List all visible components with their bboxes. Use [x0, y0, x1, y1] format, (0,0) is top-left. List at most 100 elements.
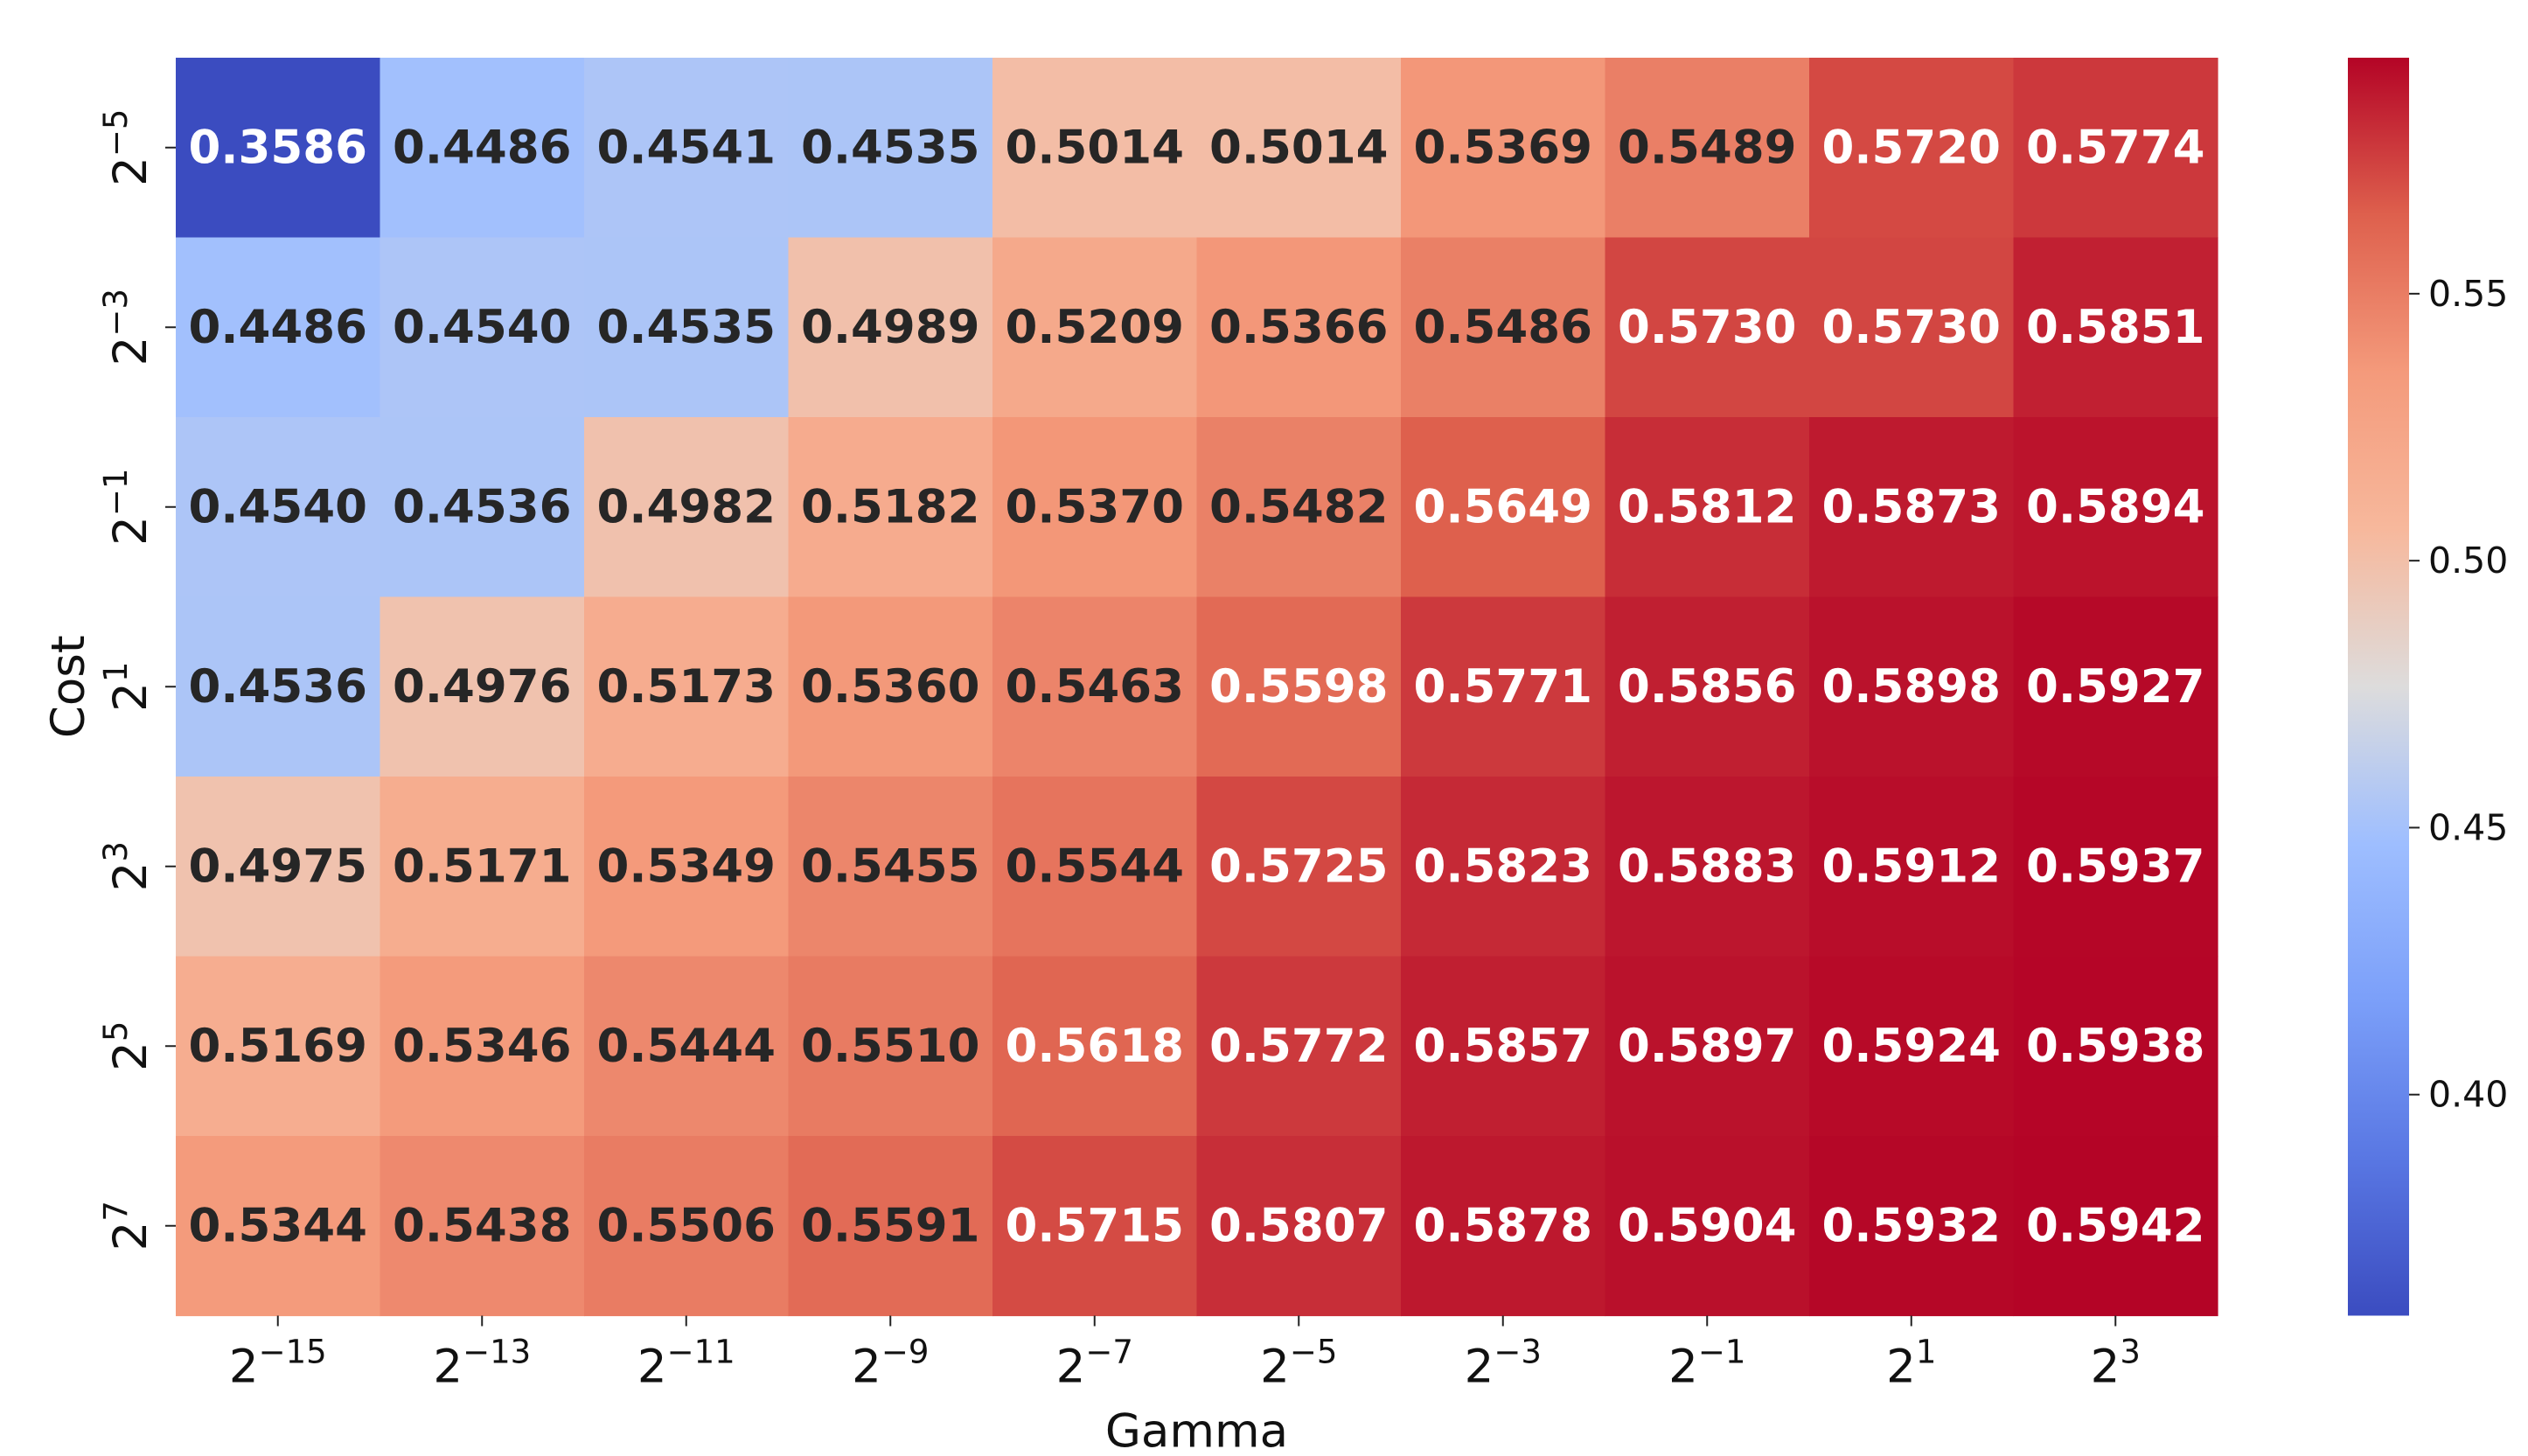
colorbar-tick-label: 0.50 — [2428, 540, 2508, 582]
heatmap-cell — [1605, 417, 1810, 598]
x-tick-label: 2−3 — [1465, 1334, 1542, 1394]
cell-value-label: 0.4535 — [596, 301, 776, 354]
heatmap-cell — [584, 417, 790, 598]
heatmap-cell — [1809, 956, 2015, 1137]
cell-value-label: 0.5927 — [2026, 660, 2205, 714]
heatmap-cell — [176, 596, 381, 777]
heatmap-cell — [788, 956, 993, 1137]
cell-value-label: 0.3586 — [188, 121, 367, 174]
heatmap-cell — [1196, 237, 1402, 418]
cell-value-label: 0.5912 — [1821, 839, 2001, 893]
heatmap-cell — [1401, 1136, 1606, 1317]
colorbar-tick-label: 0.45 — [2428, 806, 2508, 848]
cell-value-label: 0.5014 — [1209, 121, 1389, 174]
heatmap-cell — [584, 1136, 790, 1317]
cell-value-label: 0.4486 — [188, 301, 367, 354]
x-axis-ticks: 2−15 2−13 2−11 2−9 2−7 2−5 2−3 2−1 21 23 — [229, 1315, 2141, 1394]
heatmap-cell — [584, 596, 790, 777]
cell-value-label: 0.5771 — [1413, 660, 1592, 714]
cell-value-label: 0.5344 — [188, 1199, 367, 1252]
cell-value-label: 0.5904 — [1618, 1199, 1797, 1252]
cell-value-label: 0.4540 — [188, 480, 367, 533]
cell-value-label: 0.5649 — [1413, 480, 1592, 533]
cell-value-label: 0.5807 — [1209, 1199, 1389, 1252]
cell-value-label: 0.5598 — [1209, 660, 1389, 714]
cell-value-label: 0.4536 — [188, 660, 367, 714]
x-tick-label: 2−11 — [637, 1334, 735, 1394]
heatmap-cell — [992, 58, 1198, 239]
x-tick-label: 23 — [2091, 1334, 2141, 1394]
heatmap-cell — [2013, 237, 2218, 418]
heatmap-cell — [1196, 417, 1402, 598]
heatmap-cell — [1809, 596, 2015, 777]
cell-value-label: 0.5544 — [1005, 839, 1184, 893]
cell-value-label: 0.5924 — [1821, 1020, 2001, 1073]
heatmap-cell — [992, 956, 1198, 1137]
heatmap-cell — [1401, 58, 1606, 239]
heatmap-cell — [1605, 596, 1810, 777]
cell-value-label: 0.5182 — [801, 480, 980, 533]
cell-value-label: 0.5812 — [1618, 480, 1797, 533]
x-tick-label: 2−5 — [1260, 1334, 1337, 1394]
heatmap-cell — [1401, 596, 1606, 777]
heatmap-cell — [584, 58, 790, 239]
colorbar-tick-label: 0.55 — [2428, 273, 2508, 315]
cell-value-label: 0.4989 — [801, 301, 980, 354]
cell-value-label: 0.5486 — [1413, 301, 1592, 354]
cell-value-label: 0.5444 — [596, 1020, 776, 1073]
y-tick-label: 23 — [97, 841, 157, 891]
cell-value-label: 0.5482 — [1209, 480, 1389, 533]
heatmap-cell — [2013, 58, 2218, 239]
heatmap-cell — [1196, 1136, 1402, 1317]
cell-value-label: 0.5937 — [2026, 839, 2205, 893]
cell-value-label: 0.5715 — [1005, 1199, 1184, 1252]
colorbar-ticks: 0.40 0.45 0.50 0.55 — [2409, 273, 2508, 1116]
cell-value-label: 0.4536 — [393, 480, 572, 533]
cell-value-label: 0.5369 — [1413, 121, 1592, 174]
cell-value-label: 0.5618 — [1005, 1020, 1184, 1073]
heatmap-cell — [788, 417, 993, 598]
heatmap-cell — [2013, 596, 2218, 777]
heatmap-cell — [1196, 58, 1402, 239]
heatmap-cell — [1605, 956, 1810, 1137]
x-tick-label: 2−15 — [229, 1334, 327, 1394]
y-tick-label: 2−5 — [97, 109, 157, 186]
x-tick-label: 2−13 — [433, 1334, 531, 1394]
heatmap-cell — [788, 1136, 993, 1317]
cell-value-label: 0.5591 — [801, 1199, 980, 1252]
heatmap-cell — [992, 417, 1198, 598]
heatmap-cell — [584, 956, 790, 1137]
y-tick-label: 25 — [97, 1021, 157, 1071]
heatmap-cell — [176, 956, 381, 1137]
cell-value-label: 0.5932 — [1821, 1199, 2001, 1252]
cell-value-label: 0.4540 — [393, 301, 572, 354]
cell-value-label: 0.5169 — [188, 1020, 367, 1073]
heatmap-cell — [1401, 956, 1606, 1137]
cell-value-label: 0.5720 — [1821, 121, 2001, 174]
heatmap-cell — [1196, 596, 1402, 777]
heatmap-cell — [380, 956, 585, 1137]
cell-value-label: 0.5883 — [1618, 839, 1797, 893]
heatmap-cell — [380, 237, 585, 418]
cell-value-label: 0.5873 — [1821, 480, 2001, 533]
heatmap-cell — [788, 237, 993, 418]
heatmap-cell — [380, 596, 585, 777]
heatmap-cell — [2013, 1136, 2218, 1317]
cell-value-label: 0.5463 — [1005, 660, 1184, 714]
heatmap-cell — [176, 417, 381, 598]
heatmap-cell — [1809, 237, 2015, 418]
x-axis-label: Gamma — [1105, 1405, 1288, 1456]
cell-value-label: 0.5730 — [1618, 301, 1797, 354]
heatmap-cell — [176, 237, 381, 418]
cell-value-label: 0.5856 — [1618, 660, 1797, 714]
heatmap-cell — [176, 58, 381, 239]
y-tick-label: 2−1 — [97, 469, 157, 546]
cell-value-label: 0.4982 — [596, 480, 776, 533]
heatmap-cell — [2013, 777, 2218, 958]
y-axis-label: Cost — [42, 635, 95, 738]
heatmap-cell — [992, 237, 1198, 418]
cell-value-label: 0.5349 — [596, 839, 776, 893]
heatmap-cell — [1809, 58, 2015, 239]
y-tick-label: 27 — [97, 1201, 157, 1250]
heatmap-cell — [584, 237, 790, 418]
